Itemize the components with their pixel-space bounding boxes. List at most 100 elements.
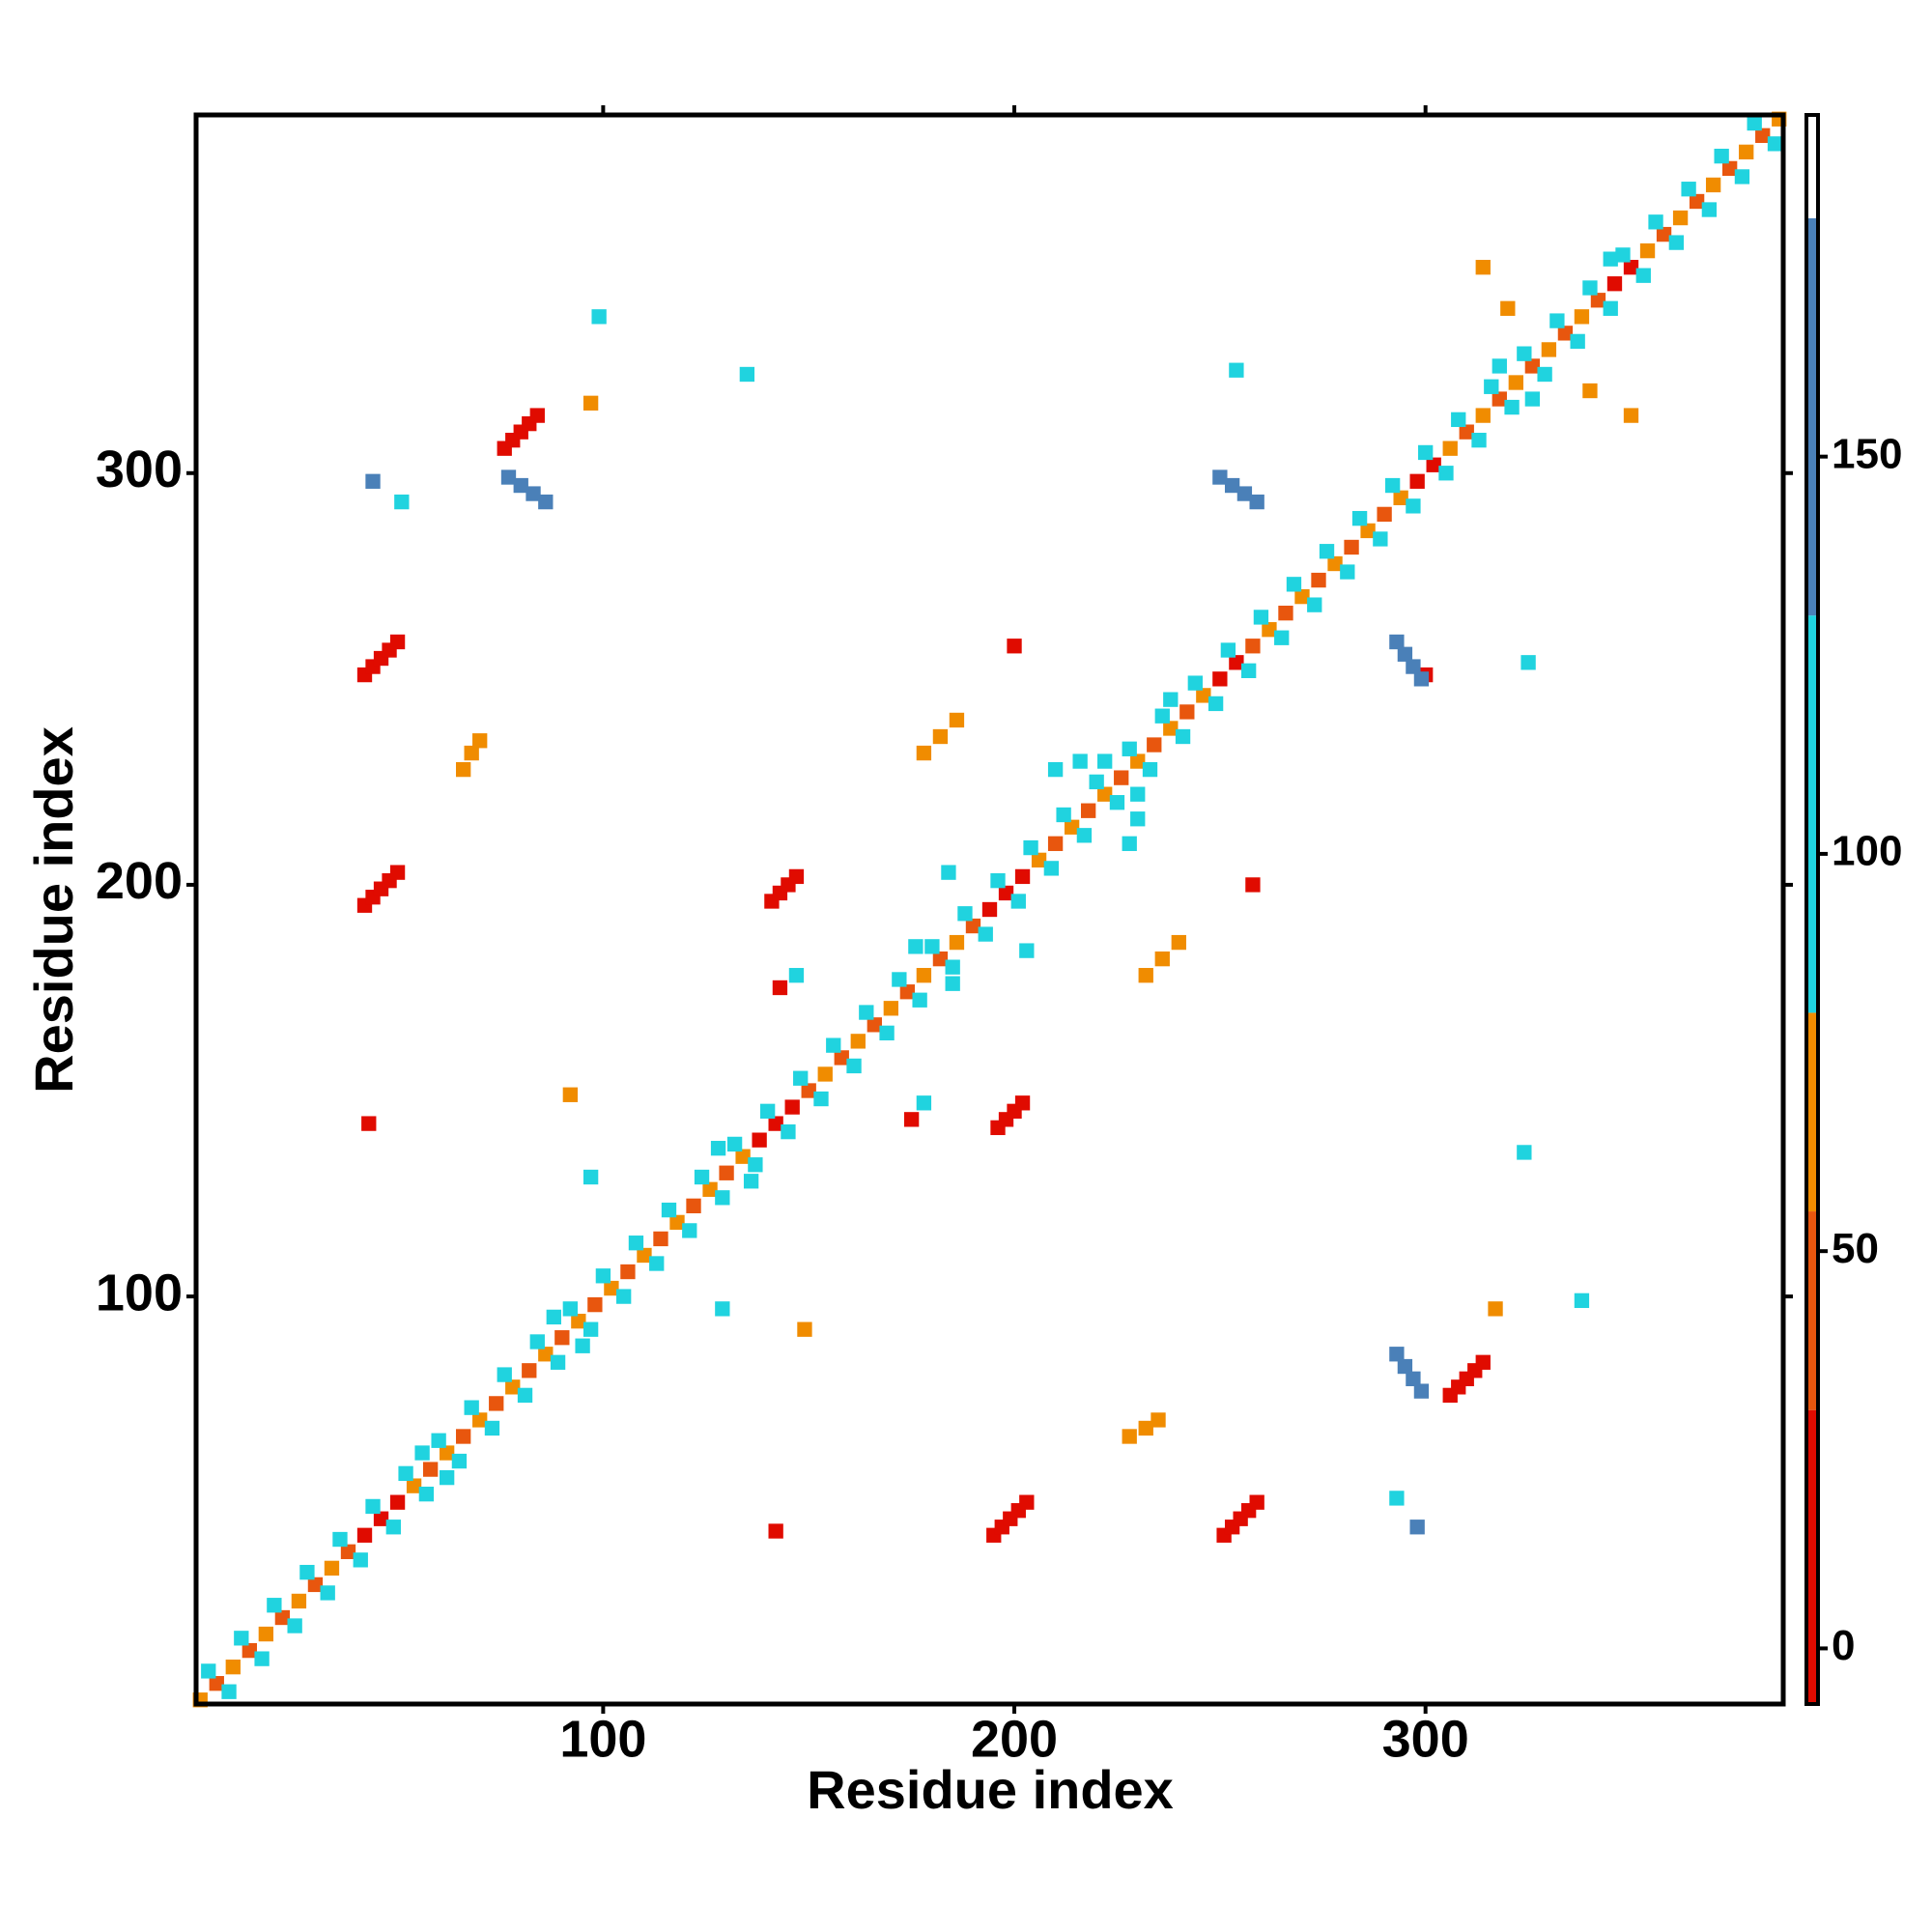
cell	[1623, 260, 1639, 275]
cell	[361, 1116, 377, 1131]
cell	[1672, 210, 1689, 226]
cell	[1393, 490, 1408, 505]
cell	[1014, 868, 1031, 885]
cell	[1389, 1347, 1405, 1362]
cell	[1249, 1494, 1264, 1510]
cell	[1253, 610, 1269, 625]
cell	[813, 1091, 829, 1107]
cell	[287, 1618, 302, 1634]
cell	[1484, 379, 1499, 394]
cell	[1574, 309, 1590, 325]
cell	[389, 865, 406, 880]
cell	[1089, 774, 1104, 790]
cell	[1245, 877, 1261, 893]
cell	[1010, 894, 1026, 909]
colorbar-band	[1806, 615, 1818, 1013]
cell	[299, 1564, 315, 1580]
cell	[456, 1429, 471, 1444]
cell	[1714, 148, 1729, 164]
cell	[1019, 943, 1035, 958]
colorbar-band	[1806, 115, 1818, 218]
cell	[254, 1651, 270, 1666]
cell	[1212, 671, 1228, 687]
cell	[1294, 588, 1310, 605]
cell	[879, 1025, 895, 1041]
cell	[912, 992, 927, 1008]
cell	[1537, 366, 1552, 383]
colorbar-band	[1806, 1409, 1818, 1704]
cell	[628, 1236, 644, 1251]
cell	[801, 1083, 816, 1098]
cell	[1351, 510, 1368, 526]
cell	[735, 1149, 751, 1164]
cell	[1520, 655, 1536, 670]
cell	[1097, 753, 1113, 769]
cell	[258, 1626, 274, 1642]
cell	[604, 1280, 619, 1296]
cell	[1504, 399, 1520, 415]
cell	[1418, 444, 1434, 461]
cell	[1442, 440, 1458, 456]
y-tick-label: 100	[96, 1264, 183, 1321]
cell	[1705, 177, 1721, 193]
cell	[1080, 803, 1096, 818]
cell	[1072, 753, 1088, 769]
cell	[1590, 293, 1606, 308]
colorbar-band	[1806, 217, 1818, 616]
cell	[949, 712, 965, 728]
cell	[385, 1520, 401, 1535]
cell	[320, 1585, 335, 1601]
cell	[1360, 523, 1376, 539]
cell	[768, 1523, 783, 1539]
cell	[1570, 333, 1585, 350]
cell	[1606, 276, 1623, 292]
cell	[1130, 811, 1146, 827]
cell	[1475, 408, 1491, 423]
cell	[1109, 795, 1125, 810]
cell	[932, 728, 949, 745]
cell	[1212, 469, 1228, 485]
cell	[422, 1462, 439, 1477]
cell	[418, 1486, 435, 1502]
cell	[978, 926, 993, 942]
cell	[1224, 477, 1240, 494]
cell	[340, 1544, 356, 1559]
cell	[517, 1387, 533, 1404]
cell	[489, 1396, 504, 1411]
cell	[398, 1465, 413, 1482]
cell	[903, 1112, 920, 1127]
cell	[702, 1181, 718, 1197]
cell	[1311, 572, 1326, 588]
cell	[1023, 839, 1038, 856]
cell	[1240, 663, 1257, 678]
cell	[1220, 642, 1236, 658]
cell	[414, 1445, 430, 1461]
cell	[1274, 630, 1290, 645]
cell	[513, 477, 528, 494]
cell	[1471, 433, 1487, 448]
x-axis-title: Residue index	[807, 1759, 1174, 1820]
cell	[892, 972, 907, 987]
cell	[1130, 753, 1146, 769]
cell	[221, 1684, 237, 1699]
cell	[932, 951, 949, 967]
cell	[834, 1050, 849, 1065]
cell	[945, 959, 960, 975]
cell	[1014, 1095, 1031, 1111]
colorbar-frame	[1804, 113, 1820, 1706]
cell	[1047, 836, 1064, 851]
cell	[1409, 1520, 1425, 1535]
cell	[1377, 506, 1392, 523]
cell	[1426, 457, 1441, 472]
cell	[353, 1552, 368, 1568]
cell	[1229, 655, 1244, 670]
cell	[242, 1642, 257, 1659]
cell	[1689, 193, 1705, 210]
cell	[571, 1314, 586, 1329]
cell	[1500, 300, 1516, 316]
cell	[365, 473, 381, 489]
cell	[1142, 761, 1158, 778]
cell	[781, 1123, 796, 1140]
cell	[562, 1301, 579, 1317]
